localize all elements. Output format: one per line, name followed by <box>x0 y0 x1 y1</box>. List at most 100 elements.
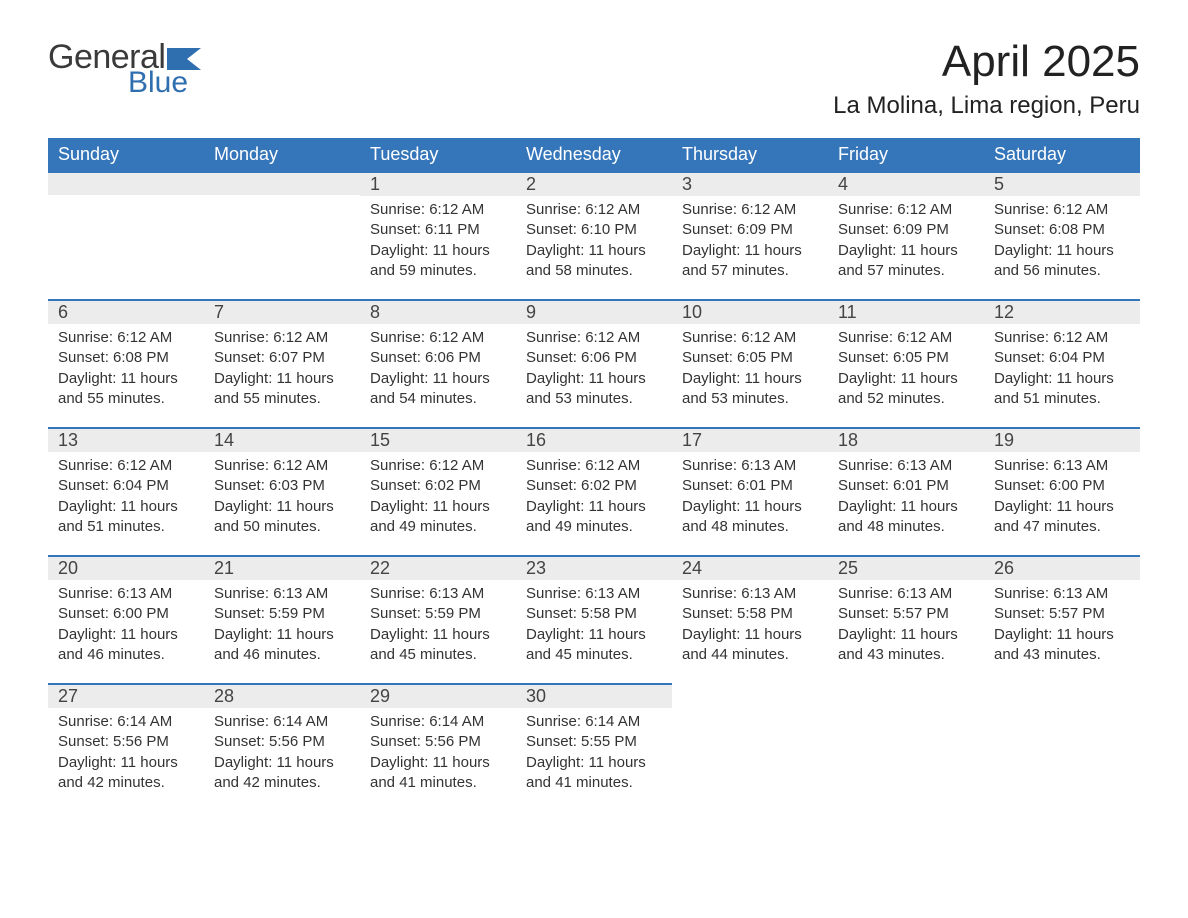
daylight-text: Daylight: 11 hours and 50 minutes. <box>214 497 350 538</box>
daylight-text: Daylight: 11 hours and 54 minutes. <box>370 369 506 410</box>
sunrise-text: Sunrise: 6:12 AM <box>526 328 662 348</box>
sunset-text: Sunset: 6:04 PM <box>58 476 194 496</box>
daylight-text: Daylight: 11 hours and 41 minutes. <box>526 753 662 794</box>
daylight-text: Daylight: 11 hours and 57 minutes. <box>682 241 818 282</box>
empty-day-header <box>48 171 204 195</box>
calendar-day-cell: 23Sunrise: 6:13 AMSunset: 5:58 PMDayligh… <box>516 555 672 683</box>
day-number: 27 <box>48 683 204 708</box>
sunrise-text: Sunrise: 6:12 AM <box>526 200 662 220</box>
calendar-day-cell: 24Sunrise: 6:13 AMSunset: 5:58 PMDayligh… <box>672 555 828 683</box>
day-details: Sunrise: 6:13 AMSunset: 5:59 PMDaylight:… <box>360 580 516 671</box>
calendar-week-row: 13Sunrise: 6:12 AMSunset: 6:04 PMDayligh… <box>48 427 1140 555</box>
calendar-day-cell: 2Sunrise: 6:12 AMSunset: 6:10 PMDaylight… <box>516 171 672 299</box>
day-number: 22 <box>360 555 516 580</box>
day-details: Sunrise: 6:13 AMSunset: 5:57 PMDaylight:… <box>984 580 1140 671</box>
sunset-text: Sunset: 5:56 PM <box>370 732 506 752</box>
day-details: Sunrise: 6:14 AMSunset: 5:56 PMDaylight:… <box>48 708 204 799</box>
sunrise-text: Sunrise: 6:12 AM <box>838 200 974 220</box>
daylight-text: Daylight: 11 hours and 55 minutes. <box>58 369 194 410</box>
empty-day-header <box>204 171 360 195</box>
sunrise-text: Sunrise: 6:12 AM <box>370 200 506 220</box>
day-number: 11 <box>828 299 984 324</box>
sunset-text: Sunset: 5:59 PM <box>214 604 350 624</box>
calendar-day-cell <box>828 683 984 811</box>
day-details: Sunrise: 6:13 AMSunset: 6:00 PMDaylight:… <box>48 580 204 671</box>
sunrise-text: Sunrise: 6:12 AM <box>526 456 662 476</box>
daylight-text: Daylight: 11 hours and 59 minutes. <box>370 241 506 282</box>
sunset-text: Sunset: 6:05 PM <box>838 348 974 368</box>
calendar-day-cell: 21Sunrise: 6:13 AMSunset: 5:59 PMDayligh… <box>204 555 360 683</box>
day-number: 29 <box>360 683 516 708</box>
location-subtitle: La Molina, Lima region, Peru <box>833 92 1140 120</box>
day-details: Sunrise: 6:12 AMSunset: 6:11 PMDaylight:… <box>360 196 516 287</box>
day-details: Sunrise: 6:12 AMSunset: 6:05 PMDaylight:… <box>828 324 984 415</box>
daylight-text: Daylight: 11 hours and 53 minutes. <box>526 369 662 410</box>
title-block: April 2025 La Molina, Lima region, Peru <box>833 40 1140 120</box>
daylight-text: Daylight: 11 hours and 43 minutes. <box>994 625 1130 666</box>
sunrise-text: Sunrise: 6:13 AM <box>682 584 818 604</box>
day-details: Sunrise: 6:13 AMSunset: 5:58 PMDaylight:… <box>516 580 672 671</box>
day-number: 15 <box>360 427 516 452</box>
day-number: 10 <box>672 299 828 324</box>
calendar-day-cell: 4Sunrise: 6:12 AMSunset: 6:09 PMDaylight… <box>828 171 984 299</box>
daylight-text: Daylight: 11 hours and 46 minutes. <box>214 625 350 666</box>
day-details: Sunrise: 6:13 AMSunset: 5:59 PMDaylight:… <box>204 580 360 671</box>
calendar-day-cell <box>204 171 360 299</box>
daylight-text: Daylight: 11 hours and 53 minutes. <box>682 369 818 410</box>
sunrise-text: Sunrise: 6:13 AM <box>682 456 818 476</box>
day-details: Sunrise: 6:13 AMSunset: 6:00 PMDaylight:… <box>984 452 1140 543</box>
daylight-text: Daylight: 11 hours and 42 minutes. <box>214 753 350 794</box>
sunrise-text: Sunrise: 6:12 AM <box>682 328 818 348</box>
sunset-text: Sunset: 5:55 PM <box>526 732 662 752</box>
sunrise-text: Sunrise: 6:12 AM <box>214 328 350 348</box>
day-details: Sunrise: 6:13 AMSunset: 5:57 PMDaylight:… <box>828 580 984 671</box>
sunrise-text: Sunrise: 6:12 AM <box>838 328 974 348</box>
day-details: Sunrise: 6:13 AMSunset: 5:58 PMDaylight:… <box>672 580 828 671</box>
calendar-day-cell: 8Sunrise: 6:12 AMSunset: 6:06 PMDaylight… <box>360 299 516 427</box>
sunset-text: Sunset: 6:01 PM <box>682 476 818 496</box>
daylight-text: Daylight: 11 hours and 58 minutes. <box>526 241 662 282</box>
calendar-day-cell: 12Sunrise: 6:12 AMSunset: 6:04 PMDayligh… <box>984 299 1140 427</box>
day-details: Sunrise: 6:12 AMSunset: 6:10 PMDaylight:… <box>516 196 672 287</box>
sunset-text: Sunset: 5:58 PM <box>526 604 662 624</box>
daylight-text: Daylight: 11 hours and 55 minutes. <box>214 369 350 410</box>
sunset-text: Sunset: 5:58 PM <box>682 604 818 624</box>
sunrise-text: Sunrise: 6:12 AM <box>370 456 506 476</box>
calendar-week-row: 1Sunrise: 6:12 AMSunset: 6:11 PMDaylight… <box>48 171 1140 299</box>
sunrise-text: Sunrise: 6:13 AM <box>370 584 506 604</box>
calendar-day-cell <box>984 683 1140 811</box>
day-number: 8 <box>360 299 516 324</box>
sunrise-text: Sunrise: 6:12 AM <box>214 456 350 476</box>
calendar-table: SundayMondayTuesdayWednesdayThursdayFrid… <box>48 138 1140 811</box>
calendar-day-cell: 3Sunrise: 6:12 AMSunset: 6:09 PMDaylight… <box>672 171 828 299</box>
day-number: 20 <box>48 555 204 580</box>
brand-logo: General Blue <box>48 40 201 98</box>
day-number: 19 <box>984 427 1140 452</box>
weekday-header: Saturday <box>984 138 1140 171</box>
day-number: 16 <box>516 427 672 452</box>
day-number: 26 <box>984 555 1140 580</box>
daylight-text: Daylight: 11 hours and 41 minutes. <box>370 753 506 794</box>
sunrise-text: Sunrise: 6:13 AM <box>994 456 1130 476</box>
daylight-text: Daylight: 11 hours and 45 minutes. <box>526 625 662 666</box>
calendar-day-cell: 19Sunrise: 6:13 AMSunset: 6:00 PMDayligh… <box>984 427 1140 555</box>
sunset-text: Sunset: 6:04 PM <box>994 348 1130 368</box>
daylight-text: Daylight: 11 hours and 52 minutes. <box>838 369 974 410</box>
sunset-text: Sunset: 6:08 PM <box>58 348 194 368</box>
daylight-text: Daylight: 11 hours and 42 minutes. <box>58 753 194 794</box>
sunrise-text: Sunrise: 6:12 AM <box>370 328 506 348</box>
calendar-day-cell: 27Sunrise: 6:14 AMSunset: 5:56 PMDayligh… <box>48 683 204 811</box>
sunset-text: Sunset: 6:05 PM <box>682 348 818 368</box>
sunrise-text: Sunrise: 6:12 AM <box>58 456 194 476</box>
day-number: 9 <box>516 299 672 324</box>
calendar-day-cell: 6Sunrise: 6:12 AMSunset: 6:08 PMDaylight… <box>48 299 204 427</box>
sunset-text: Sunset: 6:00 PM <box>994 476 1130 496</box>
brand-word2: Blue <box>128 68 201 98</box>
day-details: Sunrise: 6:12 AMSunset: 6:08 PMDaylight:… <box>48 324 204 415</box>
calendar-day-cell: 20Sunrise: 6:13 AMSunset: 6:00 PMDayligh… <box>48 555 204 683</box>
sunrise-text: Sunrise: 6:14 AM <box>526 712 662 732</box>
sunset-text: Sunset: 6:02 PM <box>526 476 662 496</box>
day-details: Sunrise: 6:12 AMSunset: 6:09 PMDaylight:… <box>672 196 828 287</box>
sunrise-text: Sunrise: 6:12 AM <box>58 328 194 348</box>
day-details: Sunrise: 6:12 AMSunset: 6:06 PMDaylight:… <box>360 324 516 415</box>
